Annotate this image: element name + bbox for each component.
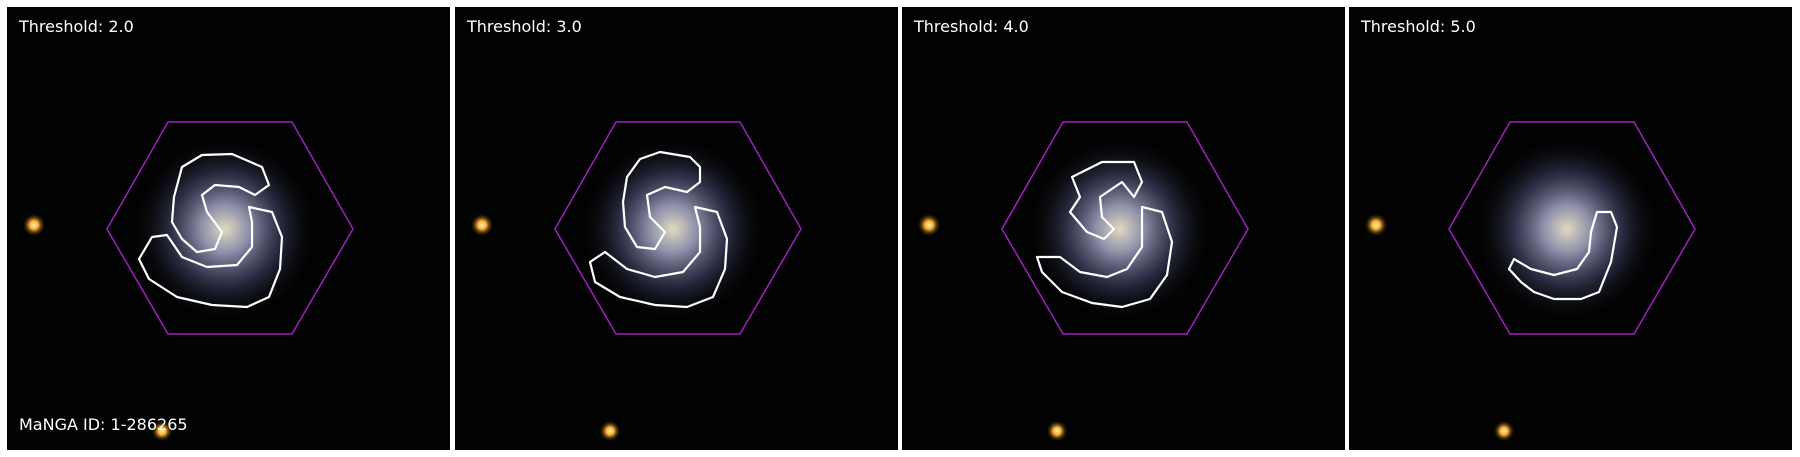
threshold-label: Threshold: 4.0 [914,17,1029,36]
threshold-label: Threshold: 3.0 [467,17,582,36]
star [917,213,941,237]
image-panel-threshold-2: Threshold: 2.0 MaNGA ID: 1-286265 [7,7,450,450]
galaxy-glow [578,134,768,324]
contour-outline [1507,210,1619,301]
image-panel-threshold-4: Threshold: 4.0 [902,7,1345,450]
galaxy-glow [130,134,320,324]
star [1364,213,1388,237]
galaxy-image [470,121,802,442]
image-panel-threshold-5: Threshold: 5.0 [1349,7,1792,450]
ifu-hexagon [1001,121,1249,335]
star [1046,420,1068,442]
ifu-hexagon [1448,121,1696,335]
ifu-hexagon [106,121,354,335]
galaxy-image [22,121,354,442]
manga-id-label: MaNGA ID: 1-286265 [19,415,188,434]
ifu-hexagon [554,121,802,335]
galaxy-image [1364,121,1696,442]
galaxy-glow [1472,134,1662,324]
image-panel-threshold-3: Threshold: 3.0 [455,7,898,450]
contour-outline [137,152,284,309]
star [151,420,173,442]
threshold-label: Threshold: 2.0 [19,17,134,36]
star [1493,420,1515,442]
star [599,420,621,442]
galaxy-image [917,121,1249,442]
contour-outline [588,150,729,309]
galaxy-glow [1025,134,1215,324]
star [22,213,46,237]
threshold-label: Threshold: 5.0 [1361,17,1476,36]
contour-outline [1035,160,1174,309]
star [470,213,494,237]
